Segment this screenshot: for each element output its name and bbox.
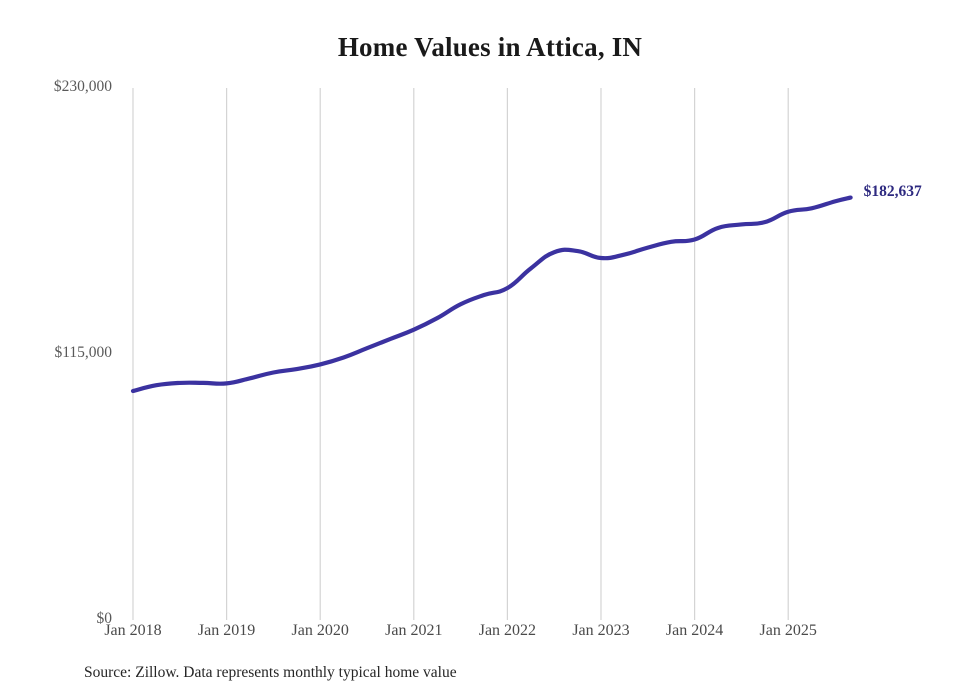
source-note: Source: Zillow. Data represents monthly … [84, 664, 457, 681]
x-tick-label-5: Jan 2023 [572, 622, 630, 639]
x-tick-label-2: Jan 2020 [291, 622, 349, 639]
x-tick-label-3: Jan 2021 [385, 622, 443, 639]
y-tick-label-2: $0 [96, 610, 113, 627]
x-tick-label-4: Jan 2022 [478, 622, 537, 639]
x-tick-label-7: Jan 2025 [759, 622, 817, 639]
gridline-group [132, 88, 789, 620]
data-series-group [130, 195, 853, 394]
series-line-0 [130, 195, 853, 394]
x-tick-label-6: Jan 2024 [665, 622, 724, 639]
y-tick-label-0: $230,000 [53, 78, 112, 95]
x-tick-label-1: Jan 2019 [197, 622, 256, 639]
end-value-annotation: $182,637 [863, 182, 922, 200]
chart-title: Home Values in Attica, IN [337, 32, 643, 62]
x-tick-label-0: Jan 2018 [104, 622, 162, 639]
y-tick-label-1: $115,000 [54, 344, 112, 361]
